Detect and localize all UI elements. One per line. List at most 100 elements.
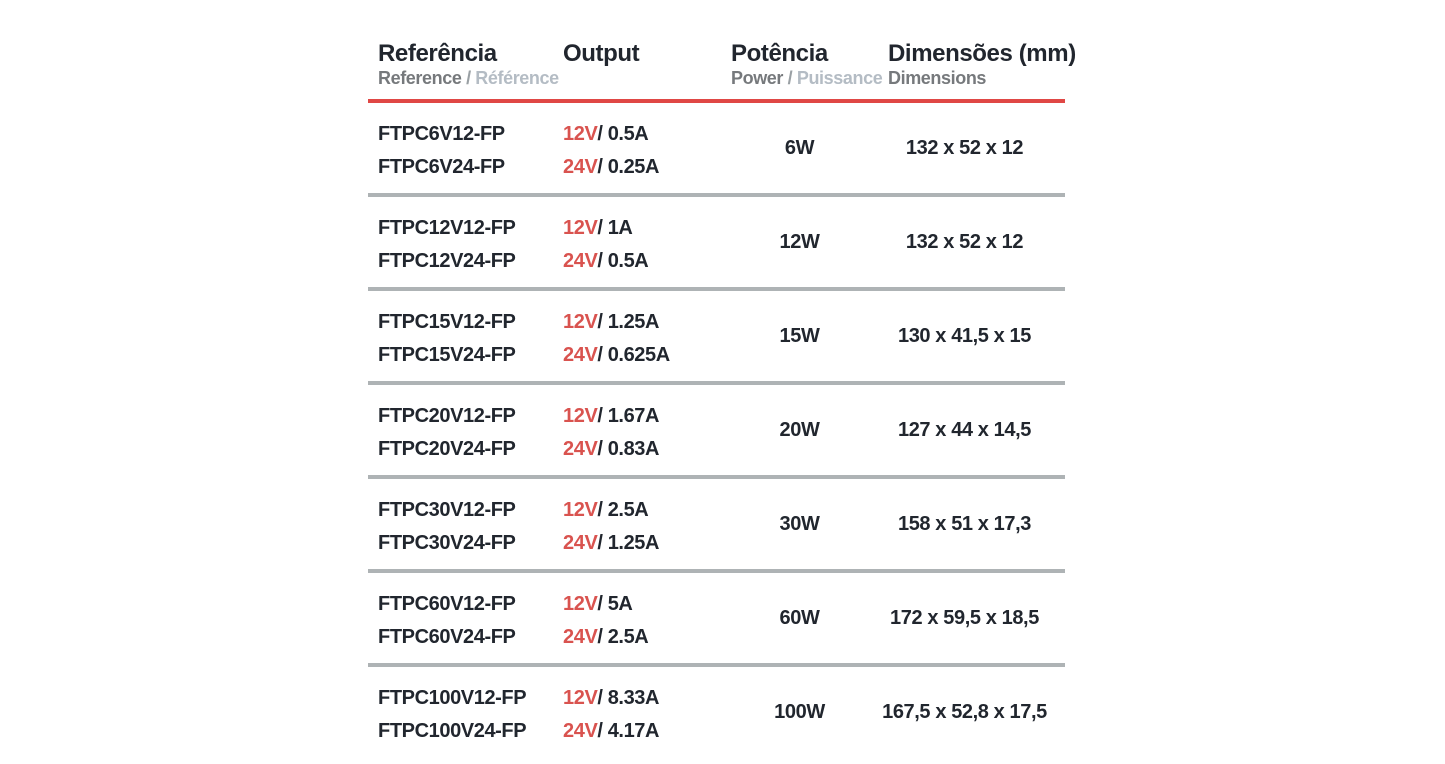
- output-cell: 12V/ 0.5A 24V/ 0.25A: [553, 103, 721, 193]
- output-current: / 1.25A: [597, 532, 660, 554]
- output-voltage: 24V: [563, 250, 598, 272]
- table-header: Referência Reference / Référence Output …: [368, 40, 1076, 90]
- reference-code: FTPC60V24-FP: [378, 626, 516, 648]
- power-value: 15W: [779, 324, 820, 347]
- reference-code: FTPC6V12-FP: [378, 123, 505, 145]
- output-cell: 12V/ 8.33A 24V/ 4.17A: [553, 667, 721, 757]
- subtitle-secondary: Puissance: [796, 68, 883, 88]
- output-voltage: 12V: [563, 687, 598, 709]
- output-voltage: 24V: [563, 532, 598, 554]
- power-value: 6W: [784, 136, 815, 159]
- subtitle-secondary: Référence: [475, 68, 559, 88]
- column-subtitle: Power / Puissance: [731, 67, 883, 90]
- output-voltage: 12V: [563, 311, 598, 333]
- row-separator: [368, 287, 1065, 291]
- column-title: Dimensões (mm): [888, 40, 1076, 67]
- table-row: FTPC12V12-FP FTPC12V24-FP 12V/ 1A 24V/ 0…: [368, 197, 1065, 287]
- output-voltage: 24V: [563, 156, 598, 178]
- dimensions-value: 172 x 59,5 x 18,5: [890, 606, 1039, 629]
- column-subtitle: Reference / Référence: [378, 67, 559, 90]
- output-line: 12V/ 1.25A: [563, 306, 721, 339]
- power-value: 20W: [779, 418, 820, 441]
- output-current: / 1.25A: [597, 311, 660, 333]
- column-header-power: Potência Power / Puissance: [721, 40, 883, 90]
- table-body: FTPC6V12-FP FTPC6V24-FP 12V/ 0.5A 24V/ 0…: [368, 103, 1065, 757]
- subtitle-slash: /: [787, 68, 793, 88]
- column-title: Output: [563, 40, 640, 67]
- output-line: 24V/ 4.17A: [563, 715, 721, 748]
- dimensions-value: 130 x 41,5 x 15: [897, 324, 1031, 347]
- dimensions-value: 158 x 51 x 17,3: [897, 512, 1031, 535]
- reference-code: FTPC6V24-FP: [378, 156, 505, 178]
- output-cell: 12V/ 1.67A 24V/ 0.83A: [553, 385, 721, 475]
- output-line: 12V/ 0.5A: [563, 118, 721, 151]
- output-line: 12V/ 2.5A: [563, 494, 721, 527]
- column-title: Potência: [731, 40, 828, 67]
- output-cell: 12V/ 2.5A 24V/ 1.25A: [553, 479, 721, 569]
- table-row: FTPC30V12-FP FTPC30V24-FP 12V/ 2.5A 24V/…: [368, 479, 1065, 569]
- output-voltage: 12V: [563, 123, 598, 145]
- column-subtitle: Dimensions: [888, 67, 1065, 90]
- reference-code: FTPC60V12-FP: [378, 593, 516, 615]
- product-spec-table: Referência Reference / Référence Output …: [368, 40, 1076, 757]
- subtitle-primary: Dimensions: [888, 68, 987, 88]
- reference-code: FTPC100V12-FP: [378, 687, 527, 709]
- dimensions-value: 167,5 x 52,8 x 17,5: [882, 700, 1047, 723]
- reference-code: FTPC20V12-FP: [378, 405, 516, 427]
- dimensions-value: 127 x 44 x 14,5: [897, 418, 1031, 441]
- reference-code: FTPC12V24-FP: [378, 250, 516, 272]
- subtitle-slash: /: [466, 68, 471, 88]
- output-line: 24V/ 0.25A: [563, 151, 721, 184]
- output-current: / 0.5A: [597, 123, 649, 145]
- table-row: FTPC6V12-FP FTPC6V24-FP 12V/ 0.5A 24V/ 0…: [368, 103, 1065, 193]
- table-row: FTPC20V12-FP FTPC20V24-FP 12V/ 1.67A 24V…: [368, 385, 1065, 475]
- power-value: 30W: [779, 512, 820, 535]
- reference-cell: FTPC60V12-FP FTPC60V24-FP: [368, 573, 553, 663]
- output-line: 12V/ 8.33A: [563, 682, 721, 715]
- dimensions-value: 132 x 52 x 12: [905, 136, 1024, 159]
- reference-cell: FTPC15V12-FP FTPC15V24-FP: [368, 291, 553, 381]
- dimensions-value: 132 x 52 x 12: [905, 230, 1024, 253]
- output-voltage: 12V: [563, 405, 598, 427]
- reference-code: FTPC15V24-FP: [378, 344, 516, 366]
- reference-code: FTPC20V24-FP: [378, 438, 516, 460]
- reference-cell: FTPC100V12-FP FTPC100V24-FP: [368, 667, 553, 757]
- output-current: / 4.17A: [597, 720, 660, 742]
- row-separator: [368, 381, 1065, 385]
- output-voltage: 24V: [563, 344, 598, 366]
- reference-cell: FTPC20V12-FP FTPC20V24-FP: [368, 385, 553, 475]
- output-voltage: 12V: [563, 593, 598, 615]
- row-separator: [368, 569, 1065, 573]
- output-line: 24V/ 0.625A: [563, 339, 721, 372]
- reference-code: FTPC100V24-FP: [378, 720, 527, 742]
- output-line: 24V/ 1.25A: [563, 527, 721, 560]
- output-voltage: 24V: [563, 438, 598, 460]
- reference-code: FTPC12V12-FP: [378, 217, 516, 239]
- reference-code: FTPC30V24-FP: [378, 532, 516, 554]
- reference-code: FTPC30V12-FP: [378, 499, 516, 521]
- column-header-output: Output: [553, 40, 721, 90]
- row-separator: [368, 475, 1065, 479]
- output-cell: 12V/ 5A 24V/ 2.5A: [553, 573, 721, 663]
- reference-cell: FTPC30V12-FP FTPC30V24-FP: [368, 479, 553, 569]
- output-current: / 0.5A: [597, 250, 649, 272]
- output-line: 24V/ 0.5A: [563, 245, 721, 278]
- output-current: / 1A: [597, 217, 633, 239]
- output-cell: 12V/ 1A 24V/ 0.5A: [553, 197, 721, 287]
- output-cell: 12V/ 1.25A 24V/ 0.625A: [553, 291, 721, 381]
- output-current: / 2.5A: [597, 626, 649, 648]
- output-current: / 0.25A: [597, 156, 660, 178]
- column-header-dimensions: Dimensões (mm) Dimensions: [878, 40, 1076, 90]
- table-row: FTPC15V12-FP FTPC15V24-FP 12V/ 1.25A 24V…: [368, 291, 1065, 381]
- output-voltage: 24V: [563, 626, 598, 648]
- row-separator: [368, 663, 1065, 667]
- output-current: / 1.67A: [597, 405, 660, 427]
- output-current: / 8.33A: [597, 687, 660, 709]
- table-row: FTPC100V12-FP FTPC100V24-FP 12V/ 8.33A 2…: [368, 667, 1065, 757]
- power-value: 60W: [779, 606, 820, 629]
- subtitle-primary: Reference: [378, 68, 462, 88]
- output-line: 24V/ 2.5A: [563, 621, 721, 654]
- header-rule: [368, 99, 1065, 103]
- power-value: 12W: [779, 230, 820, 253]
- reference-code: FTPC15V12-FP: [378, 311, 516, 333]
